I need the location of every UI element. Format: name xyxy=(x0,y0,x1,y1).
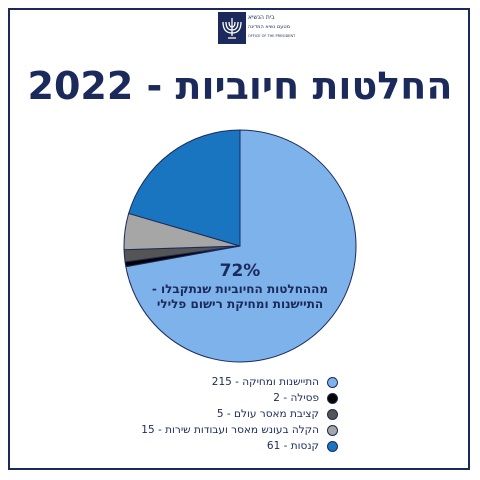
pie-annotation-line2: התיישנות ומחיקת רישום פלילי xyxy=(157,297,323,311)
legend-swatch-icon xyxy=(327,424,338,436)
logo-title: בית הנשיא xyxy=(248,14,275,21)
presidency-logo xyxy=(218,12,262,58)
pie-slice-4 xyxy=(128,129,241,247)
legend-swatch-icon xyxy=(327,376,338,388)
legend-label: פסילה - 2 xyxy=(273,392,319,404)
legend-swatch-icon xyxy=(327,408,338,420)
pie-annotation-percent: 72% xyxy=(220,261,261,281)
legend-label: קציבת מאסר עולם - 5 xyxy=(216,408,319,420)
legend-item: פסילה - 2 xyxy=(273,390,338,406)
pie-annotation-line1: מההחלטות החיוביות שנתקבלו - xyxy=(152,282,328,296)
logo-subtitle: מטעם נשיא המדינה xyxy=(248,24,291,30)
legend-label: התיישנות ומחיקה - 215 xyxy=(211,376,319,388)
legend-swatch-icon xyxy=(327,392,338,404)
legend-item: התיישנות ומחיקה - 215 xyxy=(212,374,338,390)
logo-english: OFFICE OF THE PRESIDENT xyxy=(248,34,296,38)
page-title: החלטות חיוביות - 2022 xyxy=(27,64,453,108)
legend-label: קנסות - 61 xyxy=(266,440,319,452)
legend-item: קנסות - 61 xyxy=(267,438,338,454)
legend-item: הקלה בעונש מאסר ועבודות שירות - 15 xyxy=(141,422,338,438)
menorah-emblem-icon xyxy=(218,12,246,44)
legend-swatch-icon xyxy=(327,440,338,452)
legend-item: קציבת מאסר עולם - 5 xyxy=(217,406,338,422)
legend-label: הקלה בעונש מאסר ועבודות שירות - 15 xyxy=(141,424,319,436)
pie-slice-0 xyxy=(125,129,357,363)
